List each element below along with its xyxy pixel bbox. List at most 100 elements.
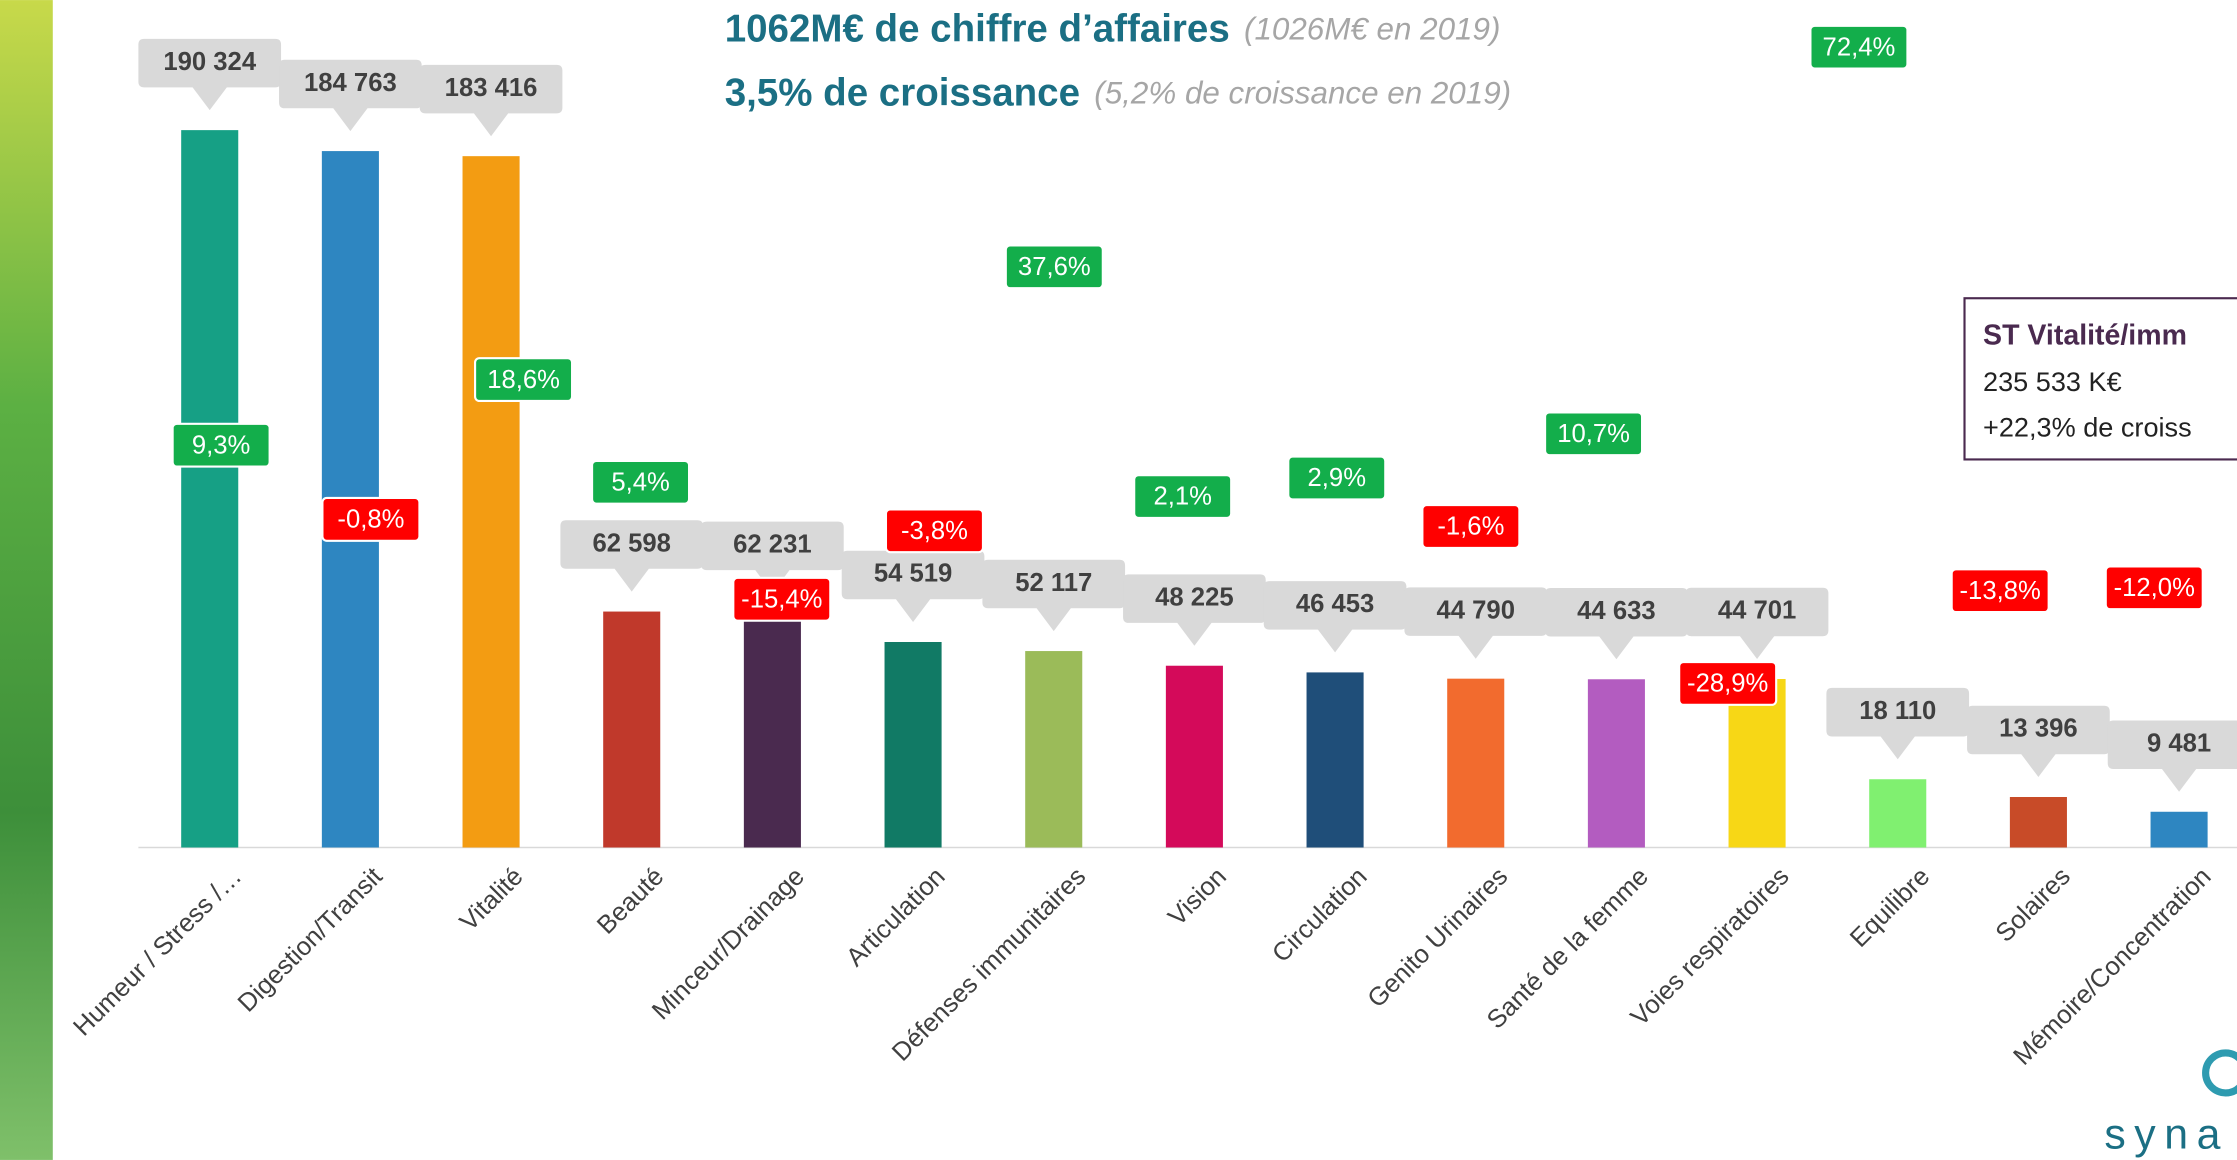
growth-badge	[1950, 568, 2050, 614]
growth-badge	[1678, 660, 1778, 706]
growth-badge	[1421, 504, 1521, 549]
x-tick-label: Vitalité	[455, 862, 529, 936]
growth-label: 2,9%	[1308, 464, 1366, 492]
value-callout	[1545, 587, 1688, 660]
growth-badge	[321, 496, 421, 542]
growth-label: -13,8%	[1960, 577, 2041, 605]
growth-badge	[590, 459, 691, 505]
value-callout	[982, 559, 1126, 632]
growth-label: 9,3%	[192, 431, 250, 459]
value-label: 62 598	[592, 529, 670, 557]
bar	[1869, 779, 1927, 848]
growth-label: -1,6%	[1437, 513, 1504, 541]
value-callout	[1826, 687, 1970, 760]
growth-label: 18,6%	[487, 366, 560, 394]
bar	[1165, 665, 1223, 848]
bar	[2150, 811, 2208, 848]
x-tick-label: Vision	[1163, 862, 1232, 931]
growth-label: -28,9%	[1687, 670, 1768, 698]
x-tick-label: Digestion/Transit	[233, 862, 388, 1017]
background-strip	[0, 0, 53, 1160]
bar	[743, 612, 801, 848]
value-label: 48 225	[1155, 583, 1233, 611]
title-note: (1026M€ en 2019)	[1244, 12, 1500, 47]
bar	[603, 611, 661, 848]
growth-label: 2,1%	[1153, 483, 1211, 511]
value-callout	[1123, 574, 1266, 646]
value-label: 184 763	[304, 69, 397, 97]
x-tick-label: Minceur/Drainage	[647, 862, 810, 1025]
value-callout	[419, 64, 563, 137]
bar	[181, 130, 239, 848]
growth-label: -3,8%	[901, 517, 968, 545]
growth-badge	[1809, 24, 1909, 70]
value-callout	[1685, 587, 1829, 660]
value-label: 52 117	[1015, 569, 1092, 597]
value-callout	[1967, 705, 2110, 778]
value-label: 183 416	[445, 74, 538, 102]
chart-title: 1062M€ de chiffre d’affaires (1026M€ en 2…	[725, 8, 1501, 51]
subtitle-note: (5,2% de croissance en 2019)	[1094, 76, 1511, 111]
x-tick-label: Solaires	[1991, 862, 2076, 947]
growth-badge	[474, 357, 574, 403]
growth-label: 72,4%	[1823, 33, 1896, 61]
growth-label: 5,4%	[611, 468, 669, 496]
x-tick-label: Articulation	[841, 862, 951, 972]
value-label: 18 110	[1859, 697, 1936, 725]
callout-line: 235 533 K€	[1983, 366, 2122, 397]
x-tick-label: Voies respiratoires	[1626, 862, 1795, 1031]
growth-badge	[2104, 565, 2204, 611]
value-label: 13 396	[1999, 715, 2077, 743]
growth-badge	[884, 508, 985, 554]
growth-badge	[732, 576, 832, 622]
bar	[2009, 797, 2067, 848]
bar	[1587, 679, 1645, 848]
value-label: 44 633	[1577, 597, 1655, 625]
x-tick-label: Genito Urinaires	[1362, 862, 1513, 1013]
growth-label: -15,4%	[741, 585, 822, 613]
bar	[1728, 679, 1786, 848]
value-label: 46 453	[1296, 590, 1374, 618]
x-tick-label: Circulation	[1267, 862, 1373, 968]
chart-subtitle: 3,5% de croissance (5,2% de croissance en…	[725, 72, 1511, 115]
growth-badge	[1133, 474, 1233, 520]
value-callout	[1404, 587, 1548, 659]
growth-badge	[1544, 411, 1644, 457]
value-label: 44 701	[1718, 597, 1796, 625]
logo-mark	[2202, 1049, 2237, 1097]
callout-line: +22,3% de croiss	[1983, 412, 2192, 443]
growth-label: -12,0%	[2114, 574, 2195, 602]
growth-badge	[171, 422, 271, 468]
value-label: 54 519	[874, 560, 952, 588]
callout-title: ST Vitalité/imm	[1983, 319, 2187, 351]
title-main: 1062M€ de chiffre d’affaires	[725, 8, 1230, 51]
x-tick-label: Humeur / Stress /…	[68, 862, 247, 1041]
x-tick-label: Equilibre	[1845, 862, 1935, 952]
value-label: 44 790	[1436, 596, 1514, 624]
value-callout	[1263, 581, 1407, 653]
bar	[1447, 678, 1505, 848]
value-callout	[841, 550, 985, 623]
callout-box	[1963, 297, 2237, 461]
value-callout	[279, 59, 422, 132]
bar	[1025, 651, 1083, 848]
bar	[1306, 672, 1364, 848]
bar	[462, 156, 520, 848]
value-label: 9 481	[2147, 729, 2211, 757]
x-tick-label: Beauté	[592, 862, 669, 939]
value-callout	[138, 38, 282, 111]
value-label: 190 324	[163, 48, 256, 76]
subtitle-main: 3,5% de croissance	[725, 72, 1080, 115]
logo-text: syna	[2104, 1110, 2229, 1158]
growth-label: -0,8%	[337, 506, 404, 534]
value-label: 62 231	[733, 531, 811, 559]
value-callout	[701, 521, 844, 593]
growth-label: 10,7%	[1557, 420, 1630, 448]
growth-badge	[1287, 455, 1387, 501]
bar	[884, 642, 942, 848]
growth-label: 37,6%	[1018, 253, 1091, 281]
value-callout	[560, 520, 704, 592]
value-callout	[2107, 720, 2237, 792]
